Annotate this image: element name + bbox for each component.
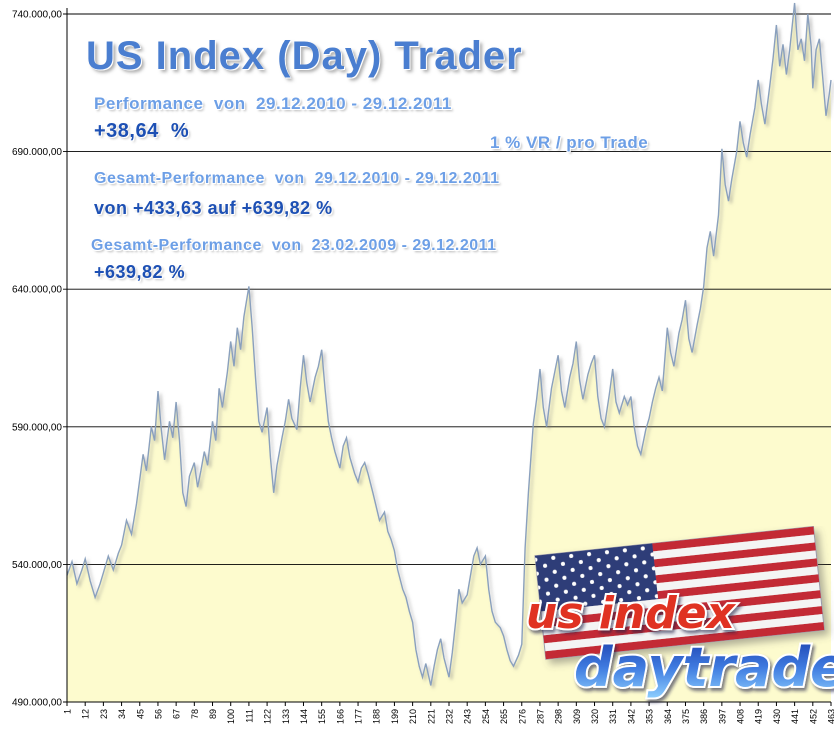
x-tick-label: 463: [827, 709, 834, 724]
performance-value: +38,64 %: [94, 120, 190, 142]
x-tick-label: 177: [354, 709, 364, 724]
x-tick-label: 364: [663, 709, 673, 724]
x-tick-label: 221: [426, 709, 436, 724]
x-tick-label: 265: [499, 709, 509, 724]
y-tick-label: 640.000,00: [12, 285, 62, 296]
us-index-daytrader-logo: us index daytrader: [524, 526, 834, 701]
logo-word-us-index: us index: [526, 588, 737, 639]
x-tick-label: 155: [317, 709, 327, 724]
y-tick-label: 740.000,00: [12, 10, 62, 21]
x-tick-label: 419: [754, 709, 764, 724]
x-tick-label: 199: [390, 709, 400, 724]
gesamt-performance-2-value: +639,82 %: [94, 262, 186, 282]
x-tick-label: 254: [481, 709, 491, 724]
x-tick-label: 309: [572, 709, 582, 724]
x-tick-label: 210: [408, 709, 418, 724]
x-tick-label: 386: [699, 709, 709, 724]
x-tick-label: 34: [117, 709, 127, 719]
x-tick-label: 144: [299, 709, 309, 724]
x-tick-label: 287: [536, 709, 546, 724]
x-tick-label: 397: [717, 709, 727, 724]
x-tick-label: 375: [681, 709, 691, 724]
page-title: US Index (Day) Trader: [86, 34, 523, 78]
x-tick-label: 1: [63, 709, 73, 714]
x-tick-label: 122: [263, 709, 273, 724]
x-tick-label: 232: [445, 709, 455, 724]
x-tick-label: 56: [154, 709, 164, 719]
equity-line: [66, 2, 832, 686]
x-tick-label: 12: [81, 709, 91, 719]
x-tick-label: 452: [808, 709, 818, 724]
x-tick-label: 133: [281, 709, 291, 724]
x-tick-label: 441: [790, 709, 800, 724]
x-tick-label: 342: [626, 709, 636, 724]
logo-word-daytrader: daytrader: [574, 636, 834, 699]
x-tick-label: 166: [335, 709, 345, 724]
gesamt-performance-2-label: Gesamt-Performance von 23.02.2009 - 29.1…: [91, 237, 497, 254]
y-tick-label: 690.000,00: [12, 147, 62, 158]
us-flag: [534, 526, 825, 660]
gesamt-performance-1-value: von +433,63 auf +639,82 %: [94, 198, 333, 218]
gesamt-performance-1-label: Gesamt-Performance von 29.12.2010 - 29.1…: [94, 170, 500, 187]
x-tick-label: 188: [372, 709, 382, 724]
x-tick-label: 320: [590, 709, 600, 724]
risk-per-trade-label: 1 % VR / pro Trade: [490, 133, 649, 152]
x-tick-label: 430: [772, 709, 782, 724]
performance-period-label: Performance von 29.12.2010 - 29.12.2011: [94, 94, 452, 113]
y-tick-label: 590.000,00: [12, 422, 62, 433]
x-tick-label: 331: [608, 709, 618, 724]
x-tick-label: 111: [244, 709, 254, 723]
x-tick-label: 298: [554, 709, 564, 724]
x-tick-label: 353: [645, 709, 655, 724]
x-tick-label: 243: [463, 709, 473, 724]
x-tick-label: 67: [172, 709, 182, 719]
y-tick-label: 490.000,00: [12, 698, 62, 709]
area-fill: [67, 3, 831, 702]
x-tick-label: 408: [736, 709, 746, 724]
y-tick-label: 540.000,00: [12, 560, 62, 571]
x-tick-label: 89: [208, 709, 218, 719]
x-tick-label: 45: [135, 709, 145, 719]
x-tick-label: 276: [517, 709, 527, 724]
x-tick-label: 78: [190, 709, 200, 719]
x-tick-label: 23: [99, 709, 109, 719]
x-tick-label: 100: [226, 709, 236, 724]
